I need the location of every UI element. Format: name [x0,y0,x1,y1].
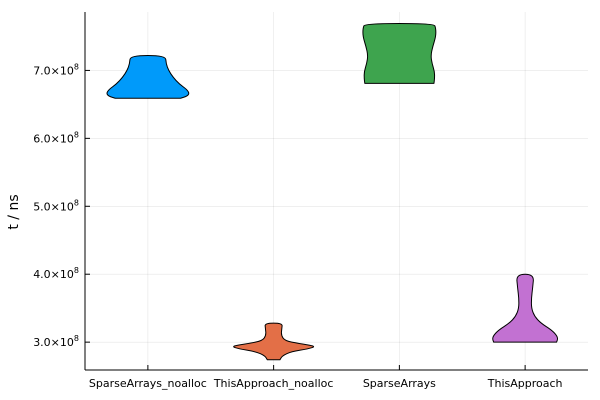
y-tick-label: 4.0×108 [33,266,79,281]
violins [106,23,559,361]
y-tick-label: 5.0×108 [33,198,79,213]
violin-SparseArrays_noalloc [106,54,190,99]
violin-ThisApproach_noalloc [233,322,315,361]
x-tick-labels: SparseArrays_noalloc ThisApproach_noalloc… [89,377,563,390]
y-tick-labels: 3.0×108 4.0×108 5.0×108 6.0×108 7.0×108 [33,62,79,349]
x-tick-label: ThisApproach [487,377,563,390]
axes [84,12,588,371]
x-tick-label: SparseArrays [363,377,436,390]
x-tick-label: SparseArrays_noalloc [89,377,207,390]
violin-SparseArrays [362,23,437,84]
y-axis-label: t / ns [6,194,22,229]
y-tick-label: 7.0×108 [33,62,79,77]
y-tick-label: 3.0×108 [33,334,79,349]
y-tick-label: 6.0×108 [33,130,79,145]
violin-ThisApproach [492,273,559,343]
x-tick-label: ThisApproach_noalloc [213,377,334,390]
